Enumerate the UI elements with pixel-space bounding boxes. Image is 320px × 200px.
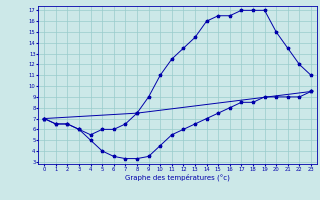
X-axis label: Graphe des températures (°c): Graphe des températures (°c) [125, 173, 230, 181]
